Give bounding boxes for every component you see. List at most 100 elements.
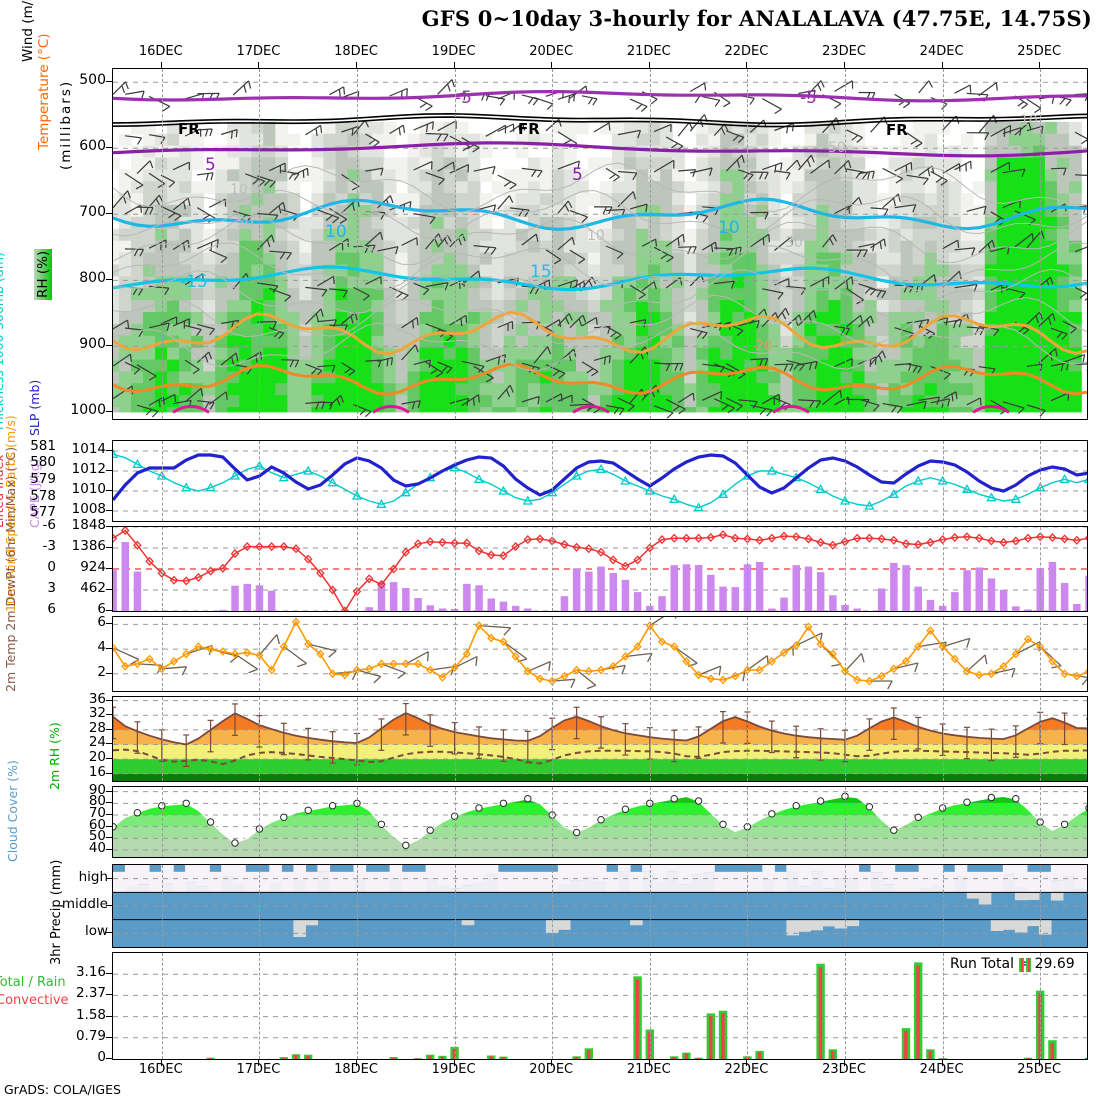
date-tick-top xyxy=(648,62,650,68)
axis-tick-label: -6 xyxy=(42,517,56,533)
date-label-bottom: 16DEC xyxy=(138,1062,183,1077)
gridline-vertical xyxy=(357,441,358,521)
gridline-vertical xyxy=(552,441,554,521)
gridline-vertical xyxy=(552,69,554,419)
gridline-vertical xyxy=(1040,865,1042,947)
axis-label-precip-convective: Convective xyxy=(0,993,69,1008)
run-total-legend-icon xyxy=(1019,958,1035,972)
gridline-vertical xyxy=(845,617,846,691)
rh2m-panel xyxy=(112,786,1088,858)
gridline-vertical xyxy=(649,953,651,1059)
axis-tick-label: 40 xyxy=(88,840,106,856)
cloud-tick xyxy=(106,932,112,934)
axis-tick-label: 1008 xyxy=(71,501,106,517)
axis-tick-label: 924 xyxy=(80,559,106,576)
pressure-tick xyxy=(106,345,112,347)
axis-tick-label: 80 xyxy=(88,793,106,810)
axis-tick-label: 1.58 xyxy=(75,1006,106,1023)
gridline-vertical xyxy=(259,787,261,857)
contour-label: 10 xyxy=(230,182,248,198)
lifted-index-cape-panel xyxy=(112,526,1088,612)
date-tick-top xyxy=(258,62,260,68)
contour-label: FR xyxy=(178,120,200,138)
axis-tick-label: 3 xyxy=(47,580,56,596)
date-tick-top xyxy=(746,62,748,68)
rh-tick xyxy=(106,790,112,792)
date-tick-bottom xyxy=(356,1060,357,1066)
precip-tick xyxy=(106,973,112,975)
axis-tick-label: 36 xyxy=(88,690,106,707)
date-tick-bottom xyxy=(746,1060,748,1066)
cape-tick xyxy=(106,610,112,611)
gridline-vertical xyxy=(1040,617,1042,691)
date-tick-bottom xyxy=(258,1060,260,1066)
axis-tick-label: 800 xyxy=(79,270,106,287)
precip-tick xyxy=(106,994,112,996)
axis-tick-label: 6 xyxy=(47,601,56,617)
gridline-vertical xyxy=(357,617,358,691)
cape-tick xyxy=(106,526,112,527)
gridline-vertical xyxy=(747,953,749,1059)
precip-tick xyxy=(106,1015,112,1017)
gridline-vertical xyxy=(845,865,846,947)
date-label-top: 25DEC xyxy=(1017,44,1062,59)
gridline-vertical xyxy=(845,697,846,781)
gridline-vertical xyxy=(259,527,261,611)
wind-tick xyxy=(106,623,112,625)
gridline-vertical xyxy=(357,69,358,419)
contour-label: 30 xyxy=(145,262,163,278)
gridline-vertical xyxy=(357,527,358,611)
axis-tick-label: 1014 xyxy=(71,441,106,457)
axis-label-cloud-cover: Cloud Cover (%) xyxy=(5,760,20,862)
axis-tick-label: 1386 xyxy=(71,538,106,555)
cape-tick xyxy=(106,568,112,570)
date-label-top: 22DEC xyxy=(724,44,769,59)
date-tick-top xyxy=(356,62,357,68)
axis-label-thickness: Thickness 1000-500mb (dm) xyxy=(0,252,6,432)
axis-tick-label: 60 xyxy=(88,816,106,833)
date-label-top: 16DEC xyxy=(138,44,183,59)
date-tick-top xyxy=(160,62,162,68)
gridline-vertical xyxy=(1040,441,1042,521)
gridline-vertical xyxy=(942,527,944,611)
gridline-vertical xyxy=(161,787,163,857)
temp2m-panel xyxy=(112,696,1088,782)
contour-label: 5 xyxy=(572,165,583,185)
axis-tick-label: 1000 xyxy=(70,402,106,419)
cloud-row-label-high: high xyxy=(78,868,108,885)
gridline-vertical xyxy=(161,617,163,691)
axis-tick-label: 580 xyxy=(30,454,56,471)
cape-tick xyxy=(106,547,112,549)
date-tick-bottom xyxy=(941,1060,943,1066)
date-label-bottom: 18DEC xyxy=(334,1062,378,1077)
date-label-bottom: 20DEC xyxy=(529,1062,574,1077)
axis-label-temperature: Temperature (°C) xyxy=(36,33,52,150)
gridline-vertical xyxy=(552,697,554,781)
axis-tick-label: 900 xyxy=(79,336,106,353)
gridline-vertical xyxy=(649,865,651,947)
date-tick-bottom xyxy=(648,1060,650,1066)
gridline-vertical xyxy=(942,787,944,857)
gridline-vertical xyxy=(161,865,163,947)
date-label-bottom: 22DEC xyxy=(724,1062,769,1077)
contour-label: -5 xyxy=(800,88,817,108)
date-tick-top xyxy=(1039,62,1041,68)
axis-tick-label: 28 xyxy=(88,719,106,736)
gridline-vertical xyxy=(259,69,261,419)
pressure-tick xyxy=(106,411,112,413)
gridline-vertical xyxy=(454,865,456,947)
gridline-vertical xyxy=(942,953,944,1059)
date-tick-top xyxy=(941,62,943,68)
run-total-label: Run Total = 29.69 xyxy=(950,956,1075,972)
contour-label: 10 xyxy=(718,218,740,238)
wind-tick xyxy=(106,672,112,674)
pressure-tick xyxy=(106,213,112,215)
gridline-vertical xyxy=(161,697,163,781)
axis-label-precip-total: Total / Rain xyxy=(0,975,66,990)
gridline-vertical xyxy=(747,697,749,781)
gridline-vertical xyxy=(649,441,651,521)
gridline-vertical xyxy=(161,69,163,419)
axis-tick-label: 579 xyxy=(30,471,56,487)
axis-tick-label: 3.16 xyxy=(75,964,106,981)
axis-tick-label: 1848 xyxy=(71,517,106,533)
